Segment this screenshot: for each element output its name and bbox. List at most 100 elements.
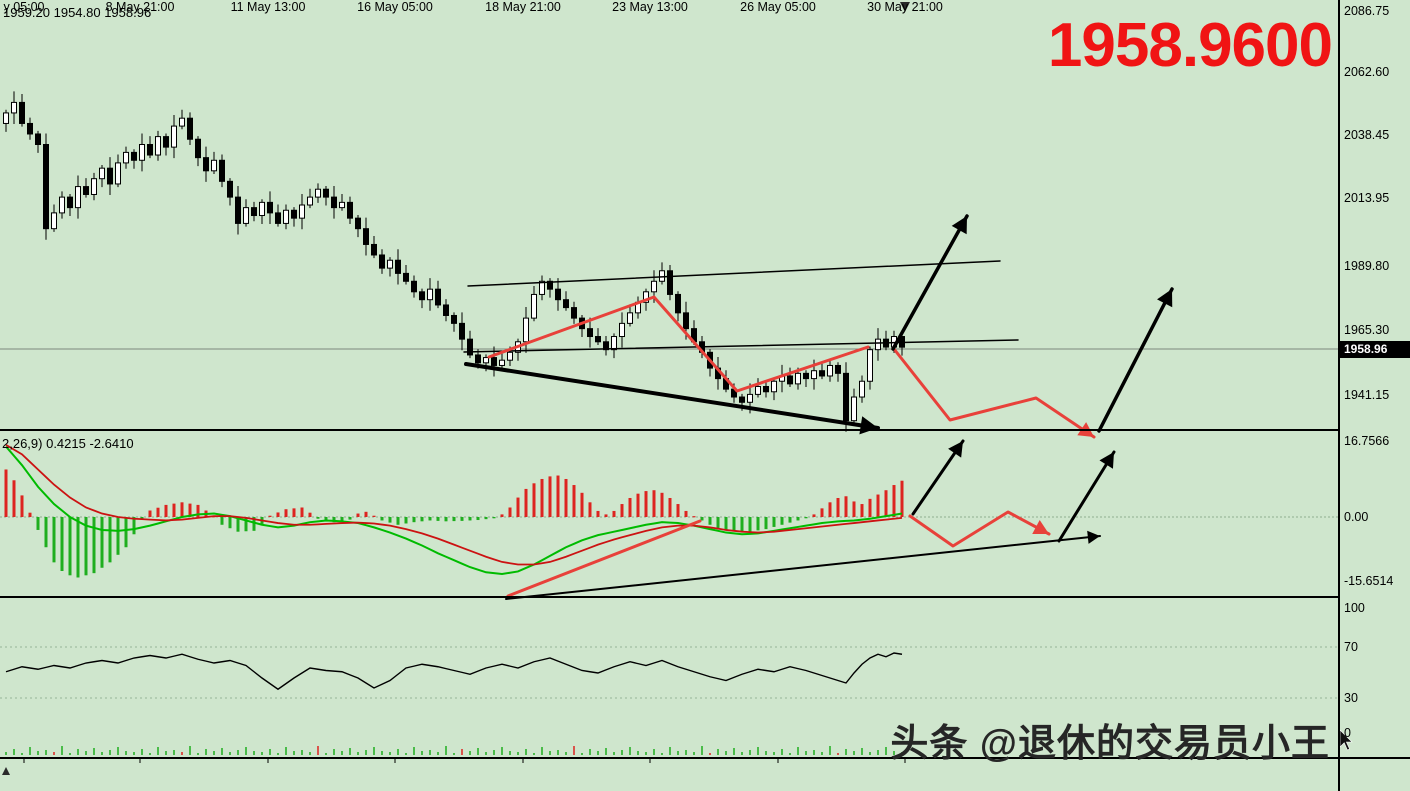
macd-histogram-bar [268,515,272,517]
macd-histogram-bar [620,504,624,517]
candle [307,196,313,206]
candle [523,317,529,343]
macd-histogram-layer [4,469,904,578]
black-trend-annotation[interactable] [463,339,1019,353]
macd-histogram-bar [660,492,664,517]
red-trend-annotation[interactable] [908,510,1051,548]
panel-separator-main-macd[interactable] [0,429,1338,431]
candle [91,178,97,195]
macd-histogram-bar [452,517,456,522]
oscillator-axis-label: 100 [1344,601,1365,615]
macd-histogram-bar [716,517,720,529]
black-trend-annotation[interactable] [464,362,880,430]
mouse-cursor [1339,729,1353,751]
macd-histogram-bar [228,517,232,529]
candle [459,322,465,340]
macd-histogram-bar [684,510,688,517]
time-axis-label: y 05:00 [3,0,45,14]
oscillator-axis-label: 0 [1344,726,1351,740]
oscillator-layer [5,652,903,691]
red-trend-annotation[interactable] [487,295,870,393]
macd-histogram-bar [516,497,520,517]
time-axis-label: 23 May 13:00 [612,0,688,14]
panel-separator-time-axis[interactable] [0,757,1410,759]
candle [99,167,105,180]
macd-histogram-bar [476,517,480,521]
candle [371,243,377,256]
macd-line [5,445,903,576]
macd-histogram-bar [820,508,824,517]
macd-histogram-bar [812,514,816,517]
macd-histogram-bar [252,517,256,531]
candle [3,112,9,124]
candle [403,272,409,282]
candle [419,291,425,301]
quote-readout: 1959.20 1954.80 1958.96 [3,5,152,20]
black-trend-annotation[interactable] [891,214,969,351]
macd-histogram-bar [788,517,792,523]
candle [499,359,505,366]
macd-histogram-bar [188,503,192,517]
candle [435,288,441,306]
candle [491,357,497,366]
candle [299,204,305,219]
macd-histogram-bar [380,517,384,521]
macd-histogram-bar [492,517,496,519]
red-trend-annotation[interactable] [506,519,702,598]
candle [803,372,809,380]
candle [619,322,625,338]
panel-separator-macd-oscillator[interactable] [0,596,1338,598]
macd-histogram-bar [60,517,64,571]
annotation-arrowhead [1099,452,1114,469]
candle [131,151,137,161]
candle [787,375,793,385]
macd-histogram-bar [12,480,16,517]
watermark-text: 头条 @退休的交易员小王 [890,723,1330,765]
black-trend-annotation[interactable] [505,535,1101,600]
candle [363,228,369,245]
macd-histogram-bar [404,517,408,524]
time-axis-label: 18 May 21:00 [485,0,561,14]
red-trend-annotation[interactable] [892,347,1096,439]
candle [259,201,265,217]
macd-histogram-bar [612,510,616,517]
price-axis-label: 1989.80 [1344,259,1390,273]
annotation-arrowhead [1032,520,1049,534]
candle [83,186,89,195]
macd-histogram-bar [116,517,120,555]
macd-histogram-bar [140,517,144,520]
macd-histogram-bar [172,503,176,517]
candle [643,291,649,303]
candle [147,143,153,156]
macd-histogram-bar [292,508,296,517]
macd-histogram-bar [500,514,504,517]
candle [291,209,297,219]
candle [339,201,345,209]
candle [483,357,489,364]
macd-histogram-bar [828,502,832,517]
macd-histogram-bar [772,517,776,527]
candle [603,341,609,351]
markers-layer [2,2,1353,775]
macd-histogram-bar [388,517,392,523]
candle [627,312,633,324]
candle [275,212,281,224]
macd-histogram-bar [284,509,288,517]
macd-histogram-bar [36,517,40,530]
macd-histogram-bar [276,512,280,517]
macd-histogram-bar [644,491,648,517]
macd-histogram-bar [444,517,448,522]
candle [235,196,241,224]
black-trend-annotation[interactable] [467,260,1001,287]
macd-histogram-bar [852,501,856,517]
candle [611,336,617,351]
black-trend-annotation[interactable] [1057,450,1116,543]
macd-histogram-bar [708,517,712,525]
candle [107,167,113,185]
candle [467,338,473,356]
black-trend-annotation[interactable] [1097,287,1174,433]
macd-histogram-bar [44,517,48,548]
macd-histogram-bar [580,492,584,517]
